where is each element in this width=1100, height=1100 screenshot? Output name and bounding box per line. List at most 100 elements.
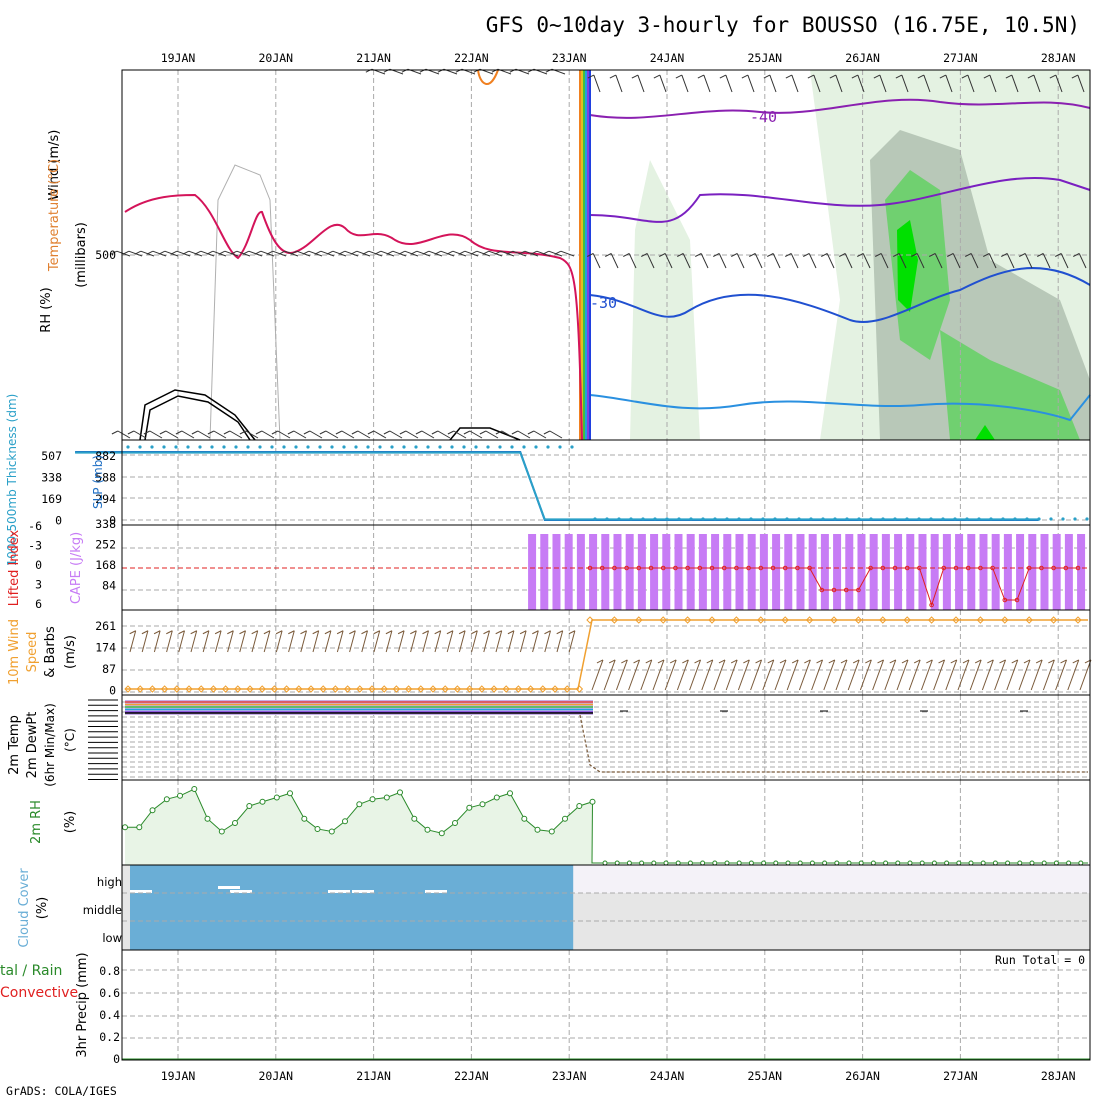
rh-2m-marker bbox=[1078, 860, 1084, 866]
barb-staff bbox=[908, 659, 921, 691]
wind-speed-marker bbox=[635, 616, 643, 624]
temperature-contour bbox=[589, 176, 1091, 223]
surface-wind-barb bbox=[532, 630, 539, 653]
barb-staff bbox=[277, 430, 291, 439]
barb-flag bbox=[494, 250, 502, 255]
wind-barb-top bbox=[675, 74, 689, 93]
barb-staff bbox=[166, 630, 173, 653]
barb-flag bbox=[779, 659, 787, 664]
surface-wind-barb bbox=[166, 630, 173, 653]
cloud-axis-title-2: (%) bbox=[35, 897, 50, 920]
wind-barb-top bbox=[961, 74, 975, 93]
wind-speed-marker bbox=[453, 685, 462, 693]
barb-flag bbox=[987, 659, 994, 664]
wind-barb-500mb bbox=[821, 253, 835, 269]
barb-flag bbox=[446, 630, 454, 635]
barb-staff bbox=[421, 430, 435, 439]
wind-barb-bottom bbox=[543, 430, 563, 439]
barb-flag bbox=[947, 253, 954, 257]
barb-flag bbox=[134, 250, 142, 255]
barb-staff bbox=[750, 659, 763, 691]
barb-staff bbox=[325, 430, 339, 439]
cape-bar bbox=[857, 534, 866, 610]
wind-barb-top bbox=[983, 74, 997, 93]
slp-tick: 882 bbox=[95, 449, 116, 463]
thickness-marker bbox=[1061, 517, 1065, 521]
barb-flag bbox=[718, 659, 726, 664]
surface-wind-barb bbox=[373, 630, 381, 653]
wind-axis-title-2: Speed bbox=[25, 632, 40, 673]
barb-flag bbox=[974, 659, 982, 664]
thickness-marker bbox=[977, 517, 981, 521]
barb-flag bbox=[851, 74, 859, 79]
barb-staff bbox=[835, 659, 848, 691]
barb-staff bbox=[446, 630, 454, 653]
barb-flag bbox=[961, 74, 969, 79]
barb-staff bbox=[453, 430, 467, 439]
barb-staff bbox=[835, 74, 843, 93]
wind-barb-bottom bbox=[191, 430, 211, 439]
cape-bar bbox=[662, 534, 671, 610]
barb-staff bbox=[769, 74, 777, 93]
rh-shade-bright bbox=[975, 425, 995, 440]
wind-speed-marker bbox=[903, 616, 911, 624]
barb-staff bbox=[239, 630, 246, 653]
cape-bar bbox=[735, 534, 744, 610]
x-label-bottom: 20JAN bbox=[258, 1069, 293, 1083]
barb-staff bbox=[811, 659, 824, 691]
wind-axis-title: Wind (m/s) bbox=[47, 130, 62, 201]
surface-wind-barb bbox=[847, 659, 860, 691]
wind-barb-top bbox=[807, 74, 821, 93]
cape-bar bbox=[650, 534, 659, 610]
surface-wind-barb bbox=[336, 630, 344, 653]
cloud-gap bbox=[230, 890, 252, 893]
cape-bar bbox=[881, 534, 890, 610]
barb-flag bbox=[1011, 659, 1018, 664]
wind-speed-marker bbox=[392, 685, 401, 693]
wind-barb-bottom bbox=[111, 430, 131, 439]
wind-barb-500mb bbox=[659, 253, 673, 269]
barb-staff bbox=[213, 430, 227, 439]
x-label-top: 26JAN bbox=[845, 51, 880, 65]
barb-flag bbox=[153, 630, 161, 635]
rh-2m-marker bbox=[411, 815, 418, 822]
thickness-marker bbox=[546, 445, 550, 449]
wind-speed-marker bbox=[586, 616, 594, 624]
barb-flag bbox=[657, 659, 665, 664]
barb-staff bbox=[361, 630, 368, 653]
barb-staff bbox=[898, 253, 907, 269]
lifted-index-tick: 3 bbox=[35, 578, 42, 592]
barb-staff bbox=[202, 630, 210, 653]
slp-line bbox=[75, 451, 1039, 521]
barb-staff bbox=[967, 74, 975, 93]
barb-flag bbox=[913, 659, 921, 664]
barb-staff bbox=[556, 630, 564, 653]
thickness-marker bbox=[869, 517, 873, 521]
thickness-marker bbox=[761, 517, 765, 521]
barb-staff bbox=[263, 630, 271, 653]
barb-staff bbox=[517, 430, 531, 439]
surface-wind-barb bbox=[251, 630, 259, 653]
barb-staff bbox=[945, 74, 953, 93]
rh-2m-marker bbox=[858, 860, 864, 866]
surface-wind-barb bbox=[397, 630, 405, 653]
wind-barb-bottom bbox=[447, 430, 467, 439]
barb-flag bbox=[587, 253, 594, 257]
rh-2m-marker bbox=[748, 860, 754, 866]
barb-flag bbox=[695, 253, 702, 257]
thickness-marker bbox=[665, 517, 669, 521]
barb-staff bbox=[1055, 74, 1063, 93]
temperature-contour bbox=[589, 267, 1091, 323]
surface-wind-barb bbox=[446, 630, 454, 653]
rh-2m-marker bbox=[1041, 860, 1047, 866]
barb-flag bbox=[852, 659, 860, 664]
thickness-marker bbox=[210, 445, 214, 449]
rh-shade-bright bbox=[897, 220, 918, 312]
thickness-marker bbox=[1001, 517, 1005, 521]
thickness-marker bbox=[186, 445, 190, 449]
thickness-marker bbox=[558, 445, 562, 449]
cape-bar bbox=[820, 534, 829, 610]
barb-staff bbox=[1006, 253, 1015, 269]
wind-barb-500mb bbox=[677, 253, 691, 269]
barb-flag bbox=[623, 253, 630, 257]
